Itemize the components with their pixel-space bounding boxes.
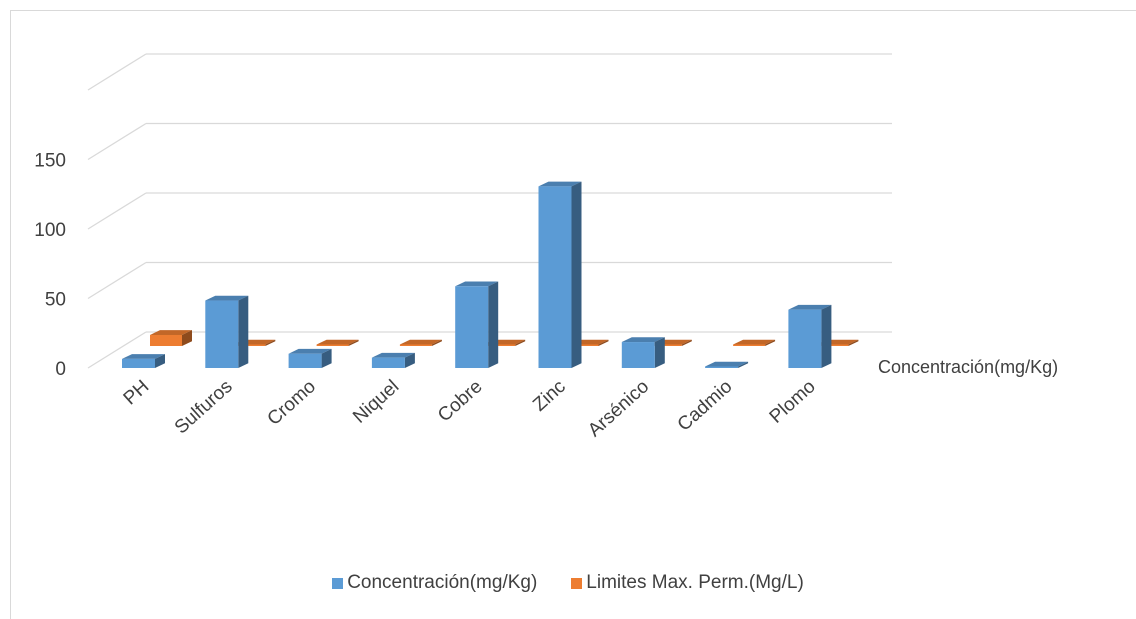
bar-limites-top: [733, 339, 776, 345]
bar-limites-side: [765, 339, 776, 346]
x-tick-label: Cobre: [434, 376, 487, 426]
bar-limites-side: [848, 339, 859, 346]
bar-concentracion-side: [404, 352, 415, 368]
y-tick-label: 50: [45, 290, 66, 311]
bar-concentracion-top: [538, 181, 582, 187]
x-tick-label: Plomo: [766, 376, 820, 428]
bar-concentracion: [371, 357, 405, 368]
bar-limites-side: [515, 339, 526, 346]
x-tick-label: Niquel: [349, 376, 403, 428]
x-tick-label: Arsénico: [584, 376, 653, 441]
bar-limites-side: [348, 339, 359, 346]
bar-concentracion-side: [821, 304, 832, 368]
legend-item-limites: Limites Max. Perm.(Mg/L): [571, 572, 804, 594]
bar-concentracion-top: [705, 361, 749, 367]
y-tick-label: 100: [34, 220, 66, 241]
depth-axis-label: Concentración(mg/Kg): [878, 357, 1058, 377]
bar-concentracion: [788, 309, 822, 368]
bar-limites-top: [150, 330, 192, 335]
bar-limites: [483, 344, 516, 346]
bar-limites-top: [316, 339, 359, 345]
bar-concentracion-side: [321, 348, 332, 368]
bar-concentracion-top: [288, 348, 332, 354]
bar-limites-side: [598, 339, 609, 346]
bar-limites: [150, 334, 182, 346]
bar-limites: [566, 344, 599, 346]
bar-limites: [399, 344, 432, 346]
bar-concentracion-top: [122, 354, 165, 359]
bar-concentracion-side: [654, 337, 665, 368]
legend-swatch-limites: [571, 577, 583, 589]
gridline-depth: [87, 53, 147, 91]
bar-limites-side: [182, 330, 192, 346]
bar-limites-side: [681, 339, 692, 346]
bar-concentracion: [122, 358, 155, 368]
x-tick-label: Sulfuros: [171, 376, 237, 438]
y-tick-label: 0: [55, 359, 66, 380]
x-tick-label: Cromo: [264, 376, 320, 430]
bar-limites-top: [399, 339, 442, 345]
legend-label-concentracion: Concentración(mg/Kg): [347, 572, 538, 593]
gridline-depth: [87, 122, 147, 161]
bar-concentracion: [205, 300, 239, 368]
legend-label-limites: Limites Max. Perm.(Mg/L): [586, 572, 804, 593]
bar-limites: [816, 344, 849, 346]
bar-limites-side: [265, 339, 276, 346]
bar-concentracion: [621, 342, 655, 368]
x-tick-label: Cadmio: [674, 376, 737, 435]
legend: Concentración(mg/Kg) Limites Max. Perm.(…: [0, 572, 1136, 594]
bar-concentracion-side: [488, 281, 499, 368]
bar-concentracion: [455, 286, 489, 368]
gridline-depth: [87, 331, 147, 369]
bar-limites-side: [431, 339, 442, 346]
x-tick-label: Zinc: [529, 376, 570, 416]
bar-limites: [233, 344, 266, 346]
bar-limites: [316, 344, 349, 346]
y-tick-label: 150: [34, 151, 66, 172]
bar-concentracion: [705, 366, 739, 368]
bar-concentracion-side: [238, 295, 249, 368]
bar-concentracion-side: [155, 354, 165, 368]
bar-concentracion-side: [738, 361, 749, 368]
bar-concentracion-top: [621, 337, 665, 343]
bar-limites: [649, 344, 682, 346]
bar-limites: [733, 344, 766, 346]
bar-concentracion-top: [455, 281, 499, 287]
gridline-depth: [87, 192, 147, 230]
bar-concentracion: [538, 186, 572, 368]
chart-frame: [10, 10, 1136, 619]
legend-item-concentracion: Concentración(mg/Kg): [332, 572, 537, 594]
x-tick-label: PH: [120, 376, 154, 409]
gridline-depth: [87, 261, 147, 300]
bar-concentracion: [288, 353, 322, 368]
bar-concentracion-top: [788, 304, 832, 310]
bar-concentracion-side: [571, 181, 582, 368]
legend-swatch-concentracion: [332, 577, 344, 589]
bar-concentracion-top: [205, 295, 249, 301]
bar-concentracion-top: [371, 352, 415, 358]
